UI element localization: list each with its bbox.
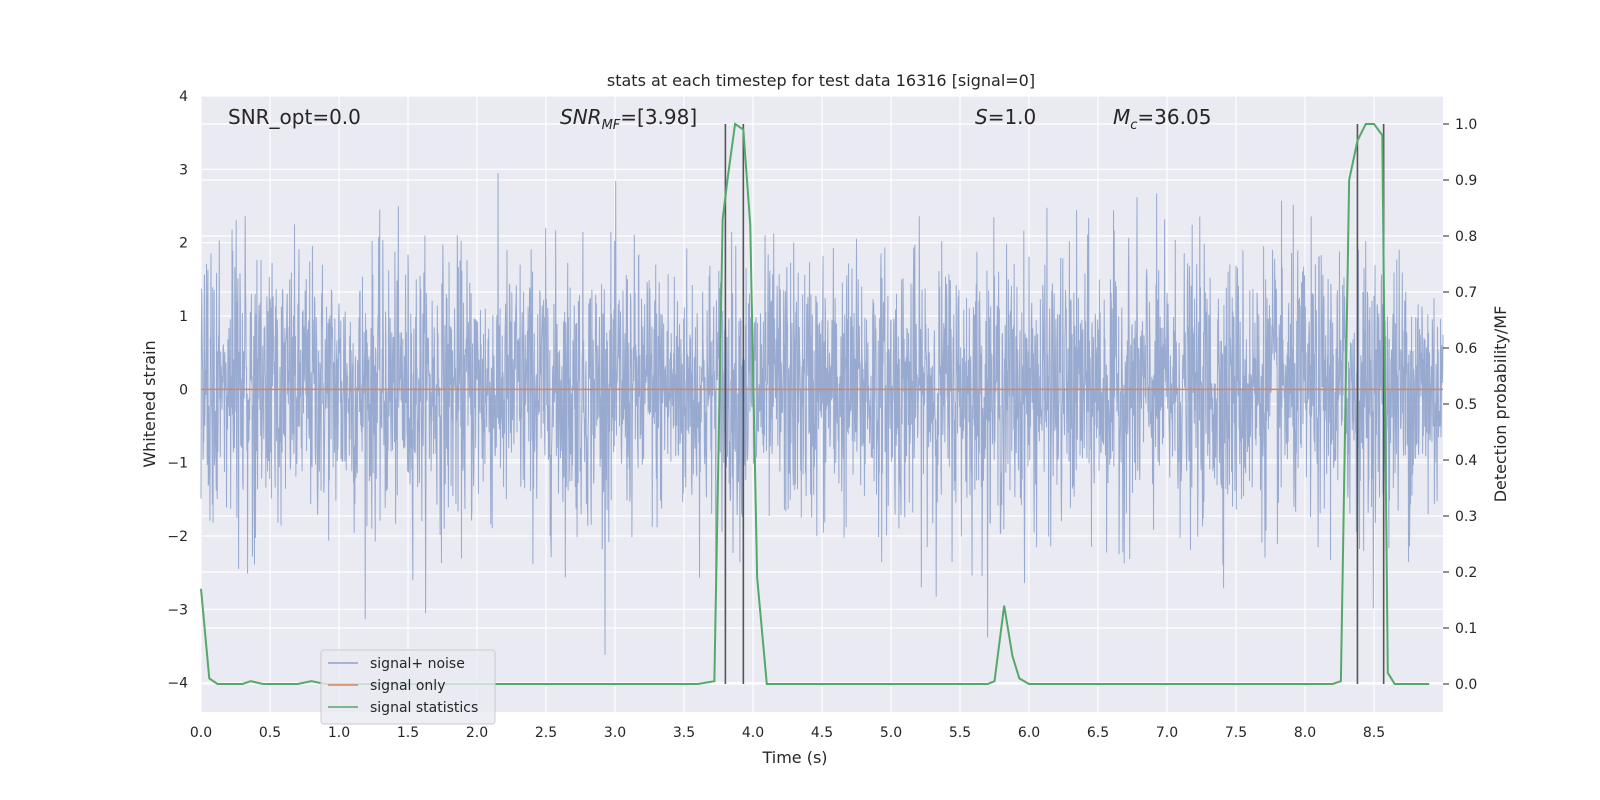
legend-label-signal-statistics: signal statistics [370,700,478,716]
y-right-tick-label: 0.5 [1455,397,1477,413]
y-right-tick-label: 0.3 [1455,509,1477,525]
x-tick-label: 6.5 [1087,725,1109,741]
signal-statistics-line [200,122,1430,685]
y-right-tick-label: 0.4 [1455,453,1477,469]
y-right-tick-label: 0.9 [1455,173,1477,189]
x-tick-label: 7.0 [1156,725,1178,741]
mc-sub: c [1130,118,1137,133]
x-tick-label: 5.5 [949,725,971,741]
y-tick-label: 2 [179,236,188,252]
legend-box [320,649,496,725]
mc-annotation: Mc=36.05 [1113,105,1211,133]
legend: signal+ noise signal only signal statist… [320,649,496,725]
x-tick-label: 1.0 [328,725,350,741]
y-right-tick-label: 0.7 [1455,285,1477,301]
snr-mf-main: SNR [560,105,602,129]
x-tick-label: 3.5 [673,725,695,741]
x-tick-label: 0.5 [259,725,281,741]
legend-label-signal-only: signal only [370,678,445,694]
x-tick-label: 4.0 [742,725,764,741]
signal-statistics-series [200,122,1430,685]
mc-value: =36.05 [1137,105,1211,129]
x-tick-label: 5.0 [880,725,902,741]
y-right-axis-label: Detection probability/MF [1491,306,1510,503]
snr-mf-annotation: SNRMF=[3.98] [560,105,697,133]
s-main: S [975,105,988,129]
axis-ticks: 0.0 0.5 1.0 1.5 2.0 2.5 3.0 3.5 4.0 4.5 5.0 5.5 6.0 6… [167,89,1477,741]
x-tick-label: 7.5 [1225,725,1247,741]
x-axis-label: Time (s) [761,748,827,767]
y-tick-label: −1 [167,456,188,472]
snr-mf-value: =[3.98] [620,105,697,129]
x-tick-label: 8.5 [1363,725,1385,741]
s-annotation: S=1.0 [975,105,1036,129]
x-tick-label: 2.0 [466,725,488,741]
y-tick-label: 0 [179,382,188,398]
y-right-tick-label: 0.8 [1455,229,1477,245]
y-tick-label: 1 [179,309,188,325]
y-right-tick-label: 0.2 [1455,565,1477,581]
x-tick-label: 0.0 [190,725,212,741]
y-tick-label: −4 [167,676,188,692]
snr-mf-sub: MF [602,118,621,133]
snr-opt-annotation: SNR_opt=0.0 [228,105,361,129]
s-value: =1.0 [988,105,1037,129]
x-tick-label: 8.0 [1294,725,1316,741]
signal-plus-noise-line [200,173,1444,655]
x-tick-label: 4.5 [811,725,833,741]
y-tick-label: −2 [167,529,188,545]
signal-plus-noise-series [200,173,1444,655]
chart-title: stats at each timestep for test data 163… [607,71,1035,90]
x-tick-label: 6.0 [1018,725,1040,741]
y-axis-label: Whitened strain [140,340,159,467]
legend-label-signal-noise: signal+ noise [370,656,465,672]
y-tick-label: 3 [179,162,188,178]
mc-main: M [1113,105,1130,129]
x-tick-label: 1.5 [397,725,419,741]
y-right-tick-label: 1.0 [1455,117,1477,133]
x-tick-label: 3.0 [604,725,626,741]
x-tick-label: 2.5 [535,725,557,741]
y-tick-label: 4 [179,89,188,105]
y-right-tick-label: 0.1 [1455,621,1477,637]
y-right-tick-label: 0.6 [1455,341,1477,357]
y-right-tick-label: 0.0 [1455,677,1477,693]
y-tick-label: −3 [167,602,188,618]
